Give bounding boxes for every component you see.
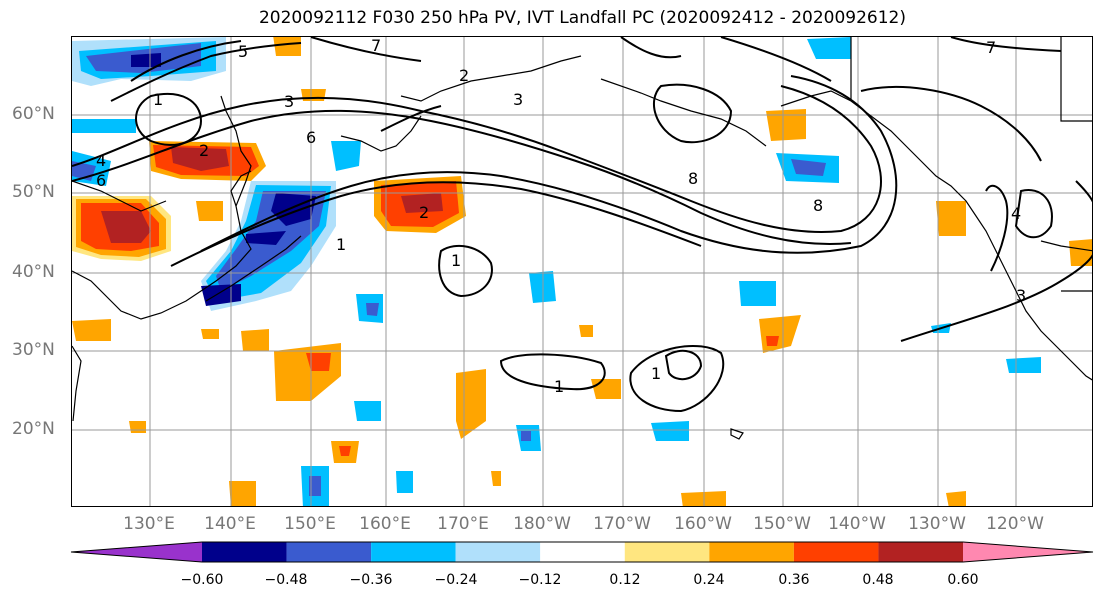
lon-label-140w: 140°W: [828, 514, 886, 534]
contour-label: 8: [688, 169, 698, 188]
colorbar-tick: −0.24: [434, 572, 478, 588]
coastlines: [72, 37, 1092, 440]
colorbar-outline: [70, 541, 1094, 563]
lon-label-140e: 140°E: [204, 514, 256, 534]
contour-label: 2: [199, 141, 209, 160]
colorbar-segment: [709, 542, 794, 562]
lon-label-170e: 170°E: [437, 514, 489, 534]
contour-label: 1: [153, 90, 163, 109]
colorbar-tick: 0.36: [778, 572, 810, 588]
colorbar-tick: −0.36: [349, 572, 393, 588]
pv-contours: [72, 37, 1092, 413]
contour-label: 5: [238, 42, 248, 61]
contour-label: 7: [371, 37, 381, 55]
contour-label: 1: [651, 364, 661, 383]
colorbar-segment: [71, 542, 202, 562]
colorbar-tick: −0.60: [180, 572, 224, 588]
contour-label: 6: [306, 128, 316, 147]
colorbar-segment: [202, 542, 287, 562]
graticule: [72, 37, 1092, 506]
contour-label: 6: [96, 171, 106, 190]
lat-label-30n: 30°N: [12, 340, 55, 360]
colorbar: [70, 541, 1094, 563]
lat-label-20n: 20°N: [12, 419, 55, 439]
lon-label-160w: 160°W: [674, 514, 732, 534]
contour-label: 7: [986, 38, 996, 57]
lon-label-120w: 120°W: [986, 514, 1044, 534]
lon-label-160e: 160°E: [359, 514, 411, 534]
colorbar-segment: [878, 542, 963, 562]
contour-label: 1: [336, 235, 346, 254]
contour-label: 3: [1016, 286, 1026, 305]
colorbar-segment: [793, 542, 879, 562]
lon-label-170w: 170°W: [593, 514, 651, 534]
colorbar-segment: [963, 542, 1093, 562]
contour-labels: 1 2 3 4 5 6 7 8 2 3 1 1 2 1 3 8 4 7 1 6: [96, 37, 1026, 396]
lat-label-50n: 50°N: [12, 182, 55, 202]
colorbar-segment: [624, 542, 710, 562]
colorbar-tick: −0.12: [518, 572, 562, 588]
negative-anomaly-fills: [72, 37, 1041, 506]
map-canvas: 1 2 3 4 5 6 7 8 2 3 1 1 2 1 3 8 4 7 1 6: [72, 37, 1092, 506]
colorbar-segment: [371, 542, 456, 562]
colorbar-tick: 0.12: [609, 572, 641, 588]
lon-label-150w: 150°W: [753, 514, 811, 534]
contour-label: 8: [813, 196, 823, 215]
colorbar-segment: [286, 542, 372, 562]
lon-label-150e: 150°E: [284, 514, 336, 534]
contour-label: 1: [554, 377, 564, 396]
colorbar-segment: [540, 542, 625, 562]
colorbar-segments: [70, 541, 1094, 563]
lon-label-130e: 130°E: [123, 514, 175, 534]
colorbar-tick: 0.60: [947, 572, 979, 588]
colorbar-tick: 0.48: [862, 572, 894, 588]
contour-label: 3: [284, 92, 294, 111]
map-title: 2020092112 F030 250 hPa PV, IVT Landfall…: [258, 8, 906, 28]
lat-label-60n: 60°N: [12, 104, 55, 124]
contour-label: 4: [96, 151, 106, 170]
map-panel: 1 2 3 4 5 6 7 8 2 3 1 1 2 1 3 8 4 7 1 6: [71, 36, 1093, 507]
contour-label: 1: [451, 251, 461, 270]
contour-label: 2: [419, 203, 429, 222]
contour-label: 2: [459, 66, 469, 85]
lon-label-130w: 130°W: [908, 514, 966, 534]
colorbar-tick: 0.24: [693, 572, 725, 588]
lon-label-180w: 180°W: [513, 514, 571, 534]
colorbar-segment: [455, 542, 541, 562]
contour-label: 4: [1011, 204, 1021, 223]
contour-label: 3: [513, 90, 523, 109]
lat-label-40n: 40°N: [12, 262, 55, 282]
colorbar-tick: −0.48: [264, 572, 308, 588]
